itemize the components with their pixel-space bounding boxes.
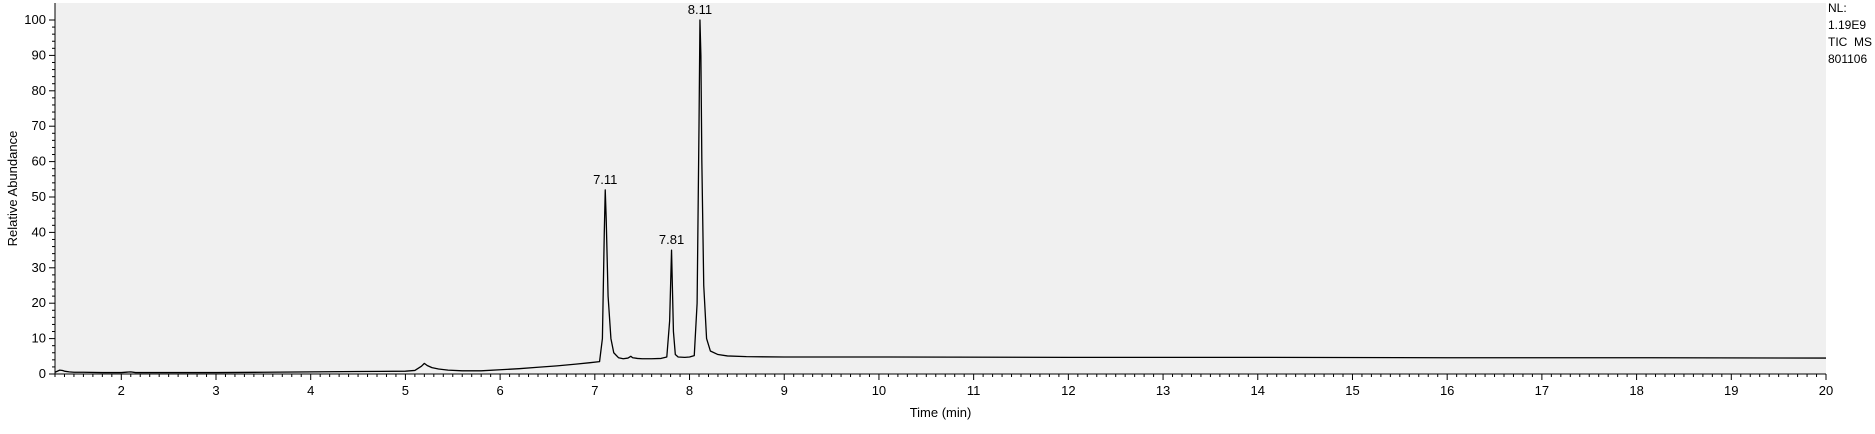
x-tick-label: 18 [1629,383,1643,398]
x-tick-label: 9 [781,383,788,398]
x-tick-label: 14 [1251,383,1265,398]
x-tick-label: 20 [1819,383,1833,398]
y-tick-label: 100 [24,12,46,27]
x-tick-label: 12 [1061,383,1075,398]
x-tick-label: 19 [1724,383,1738,398]
axis-ticks-group: 2 3 4 5 6 7 8 9 10 11 12 13 14 15 16 17 18 19 20 0 10 20 30 40 5… [24,12,1833,398]
info-nl-value: 1.19E9 [1828,18,1866,32]
info-scan-type: TIC MS [1828,35,1872,49]
y-tick-label: 20 [32,295,46,310]
x-tick-label: 16 [1440,383,1454,398]
peak-labels-group: 7.11 7.81 8.11 [593,2,712,247]
tic-trace-line [54,19,1827,374]
x-tick-label: 3 [212,383,219,398]
y-tick-label: 30 [32,260,46,275]
peak-label: 8.11 [688,2,712,17]
x-tick-label: 5 [402,383,409,398]
x-tick-label: 11 [967,383,981,398]
x-tick-label: 8 [686,383,693,398]
x-tick-label: 10 [872,383,886,398]
y-tick-label: 40 [32,224,46,239]
x-tick-label: 7 [591,383,598,398]
x-axis-title: Time (min) [910,405,972,420]
peak-label: 7.81 [659,232,684,247]
info-nl-label: NL: [1828,1,1847,15]
y-tick-label: 90 [32,47,46,62]
x-tick-label: 6 [497,383,504,398]
y-tick-label: 50 [32,189,46,204]
y-tick-label: 60 [32,154,46,169]
y-tick-label: 10 [32,331,46,346]
info-sample-id: 801106 [1828,52,1867,66]
x-tick-label: 15 [1345,383,1359,398]
peak-label: 7.11 [593,172,617,187]
y-tick-label: 70 [32,118,46,133]
y-tick-label: 0 [39,366,46,381]
x-tick-label: 2 [118,383,125,398]
x-tick-label: 13 [1156,383,1170,398]
y-axis-title: Relative Abundance [5,131,20,247]
info-box: NL: 1.19E9 TIC MS 801106 [1828,1,1872,66]
x-tick-label: 4 [307,383,314,398]
series-group [54,19,1827,374]
plot-area-background [55,3,1826,374]
x-tick-label: 17 [1535,383,1549,398]
y-tick-label: 80 [32,83,46,98]
